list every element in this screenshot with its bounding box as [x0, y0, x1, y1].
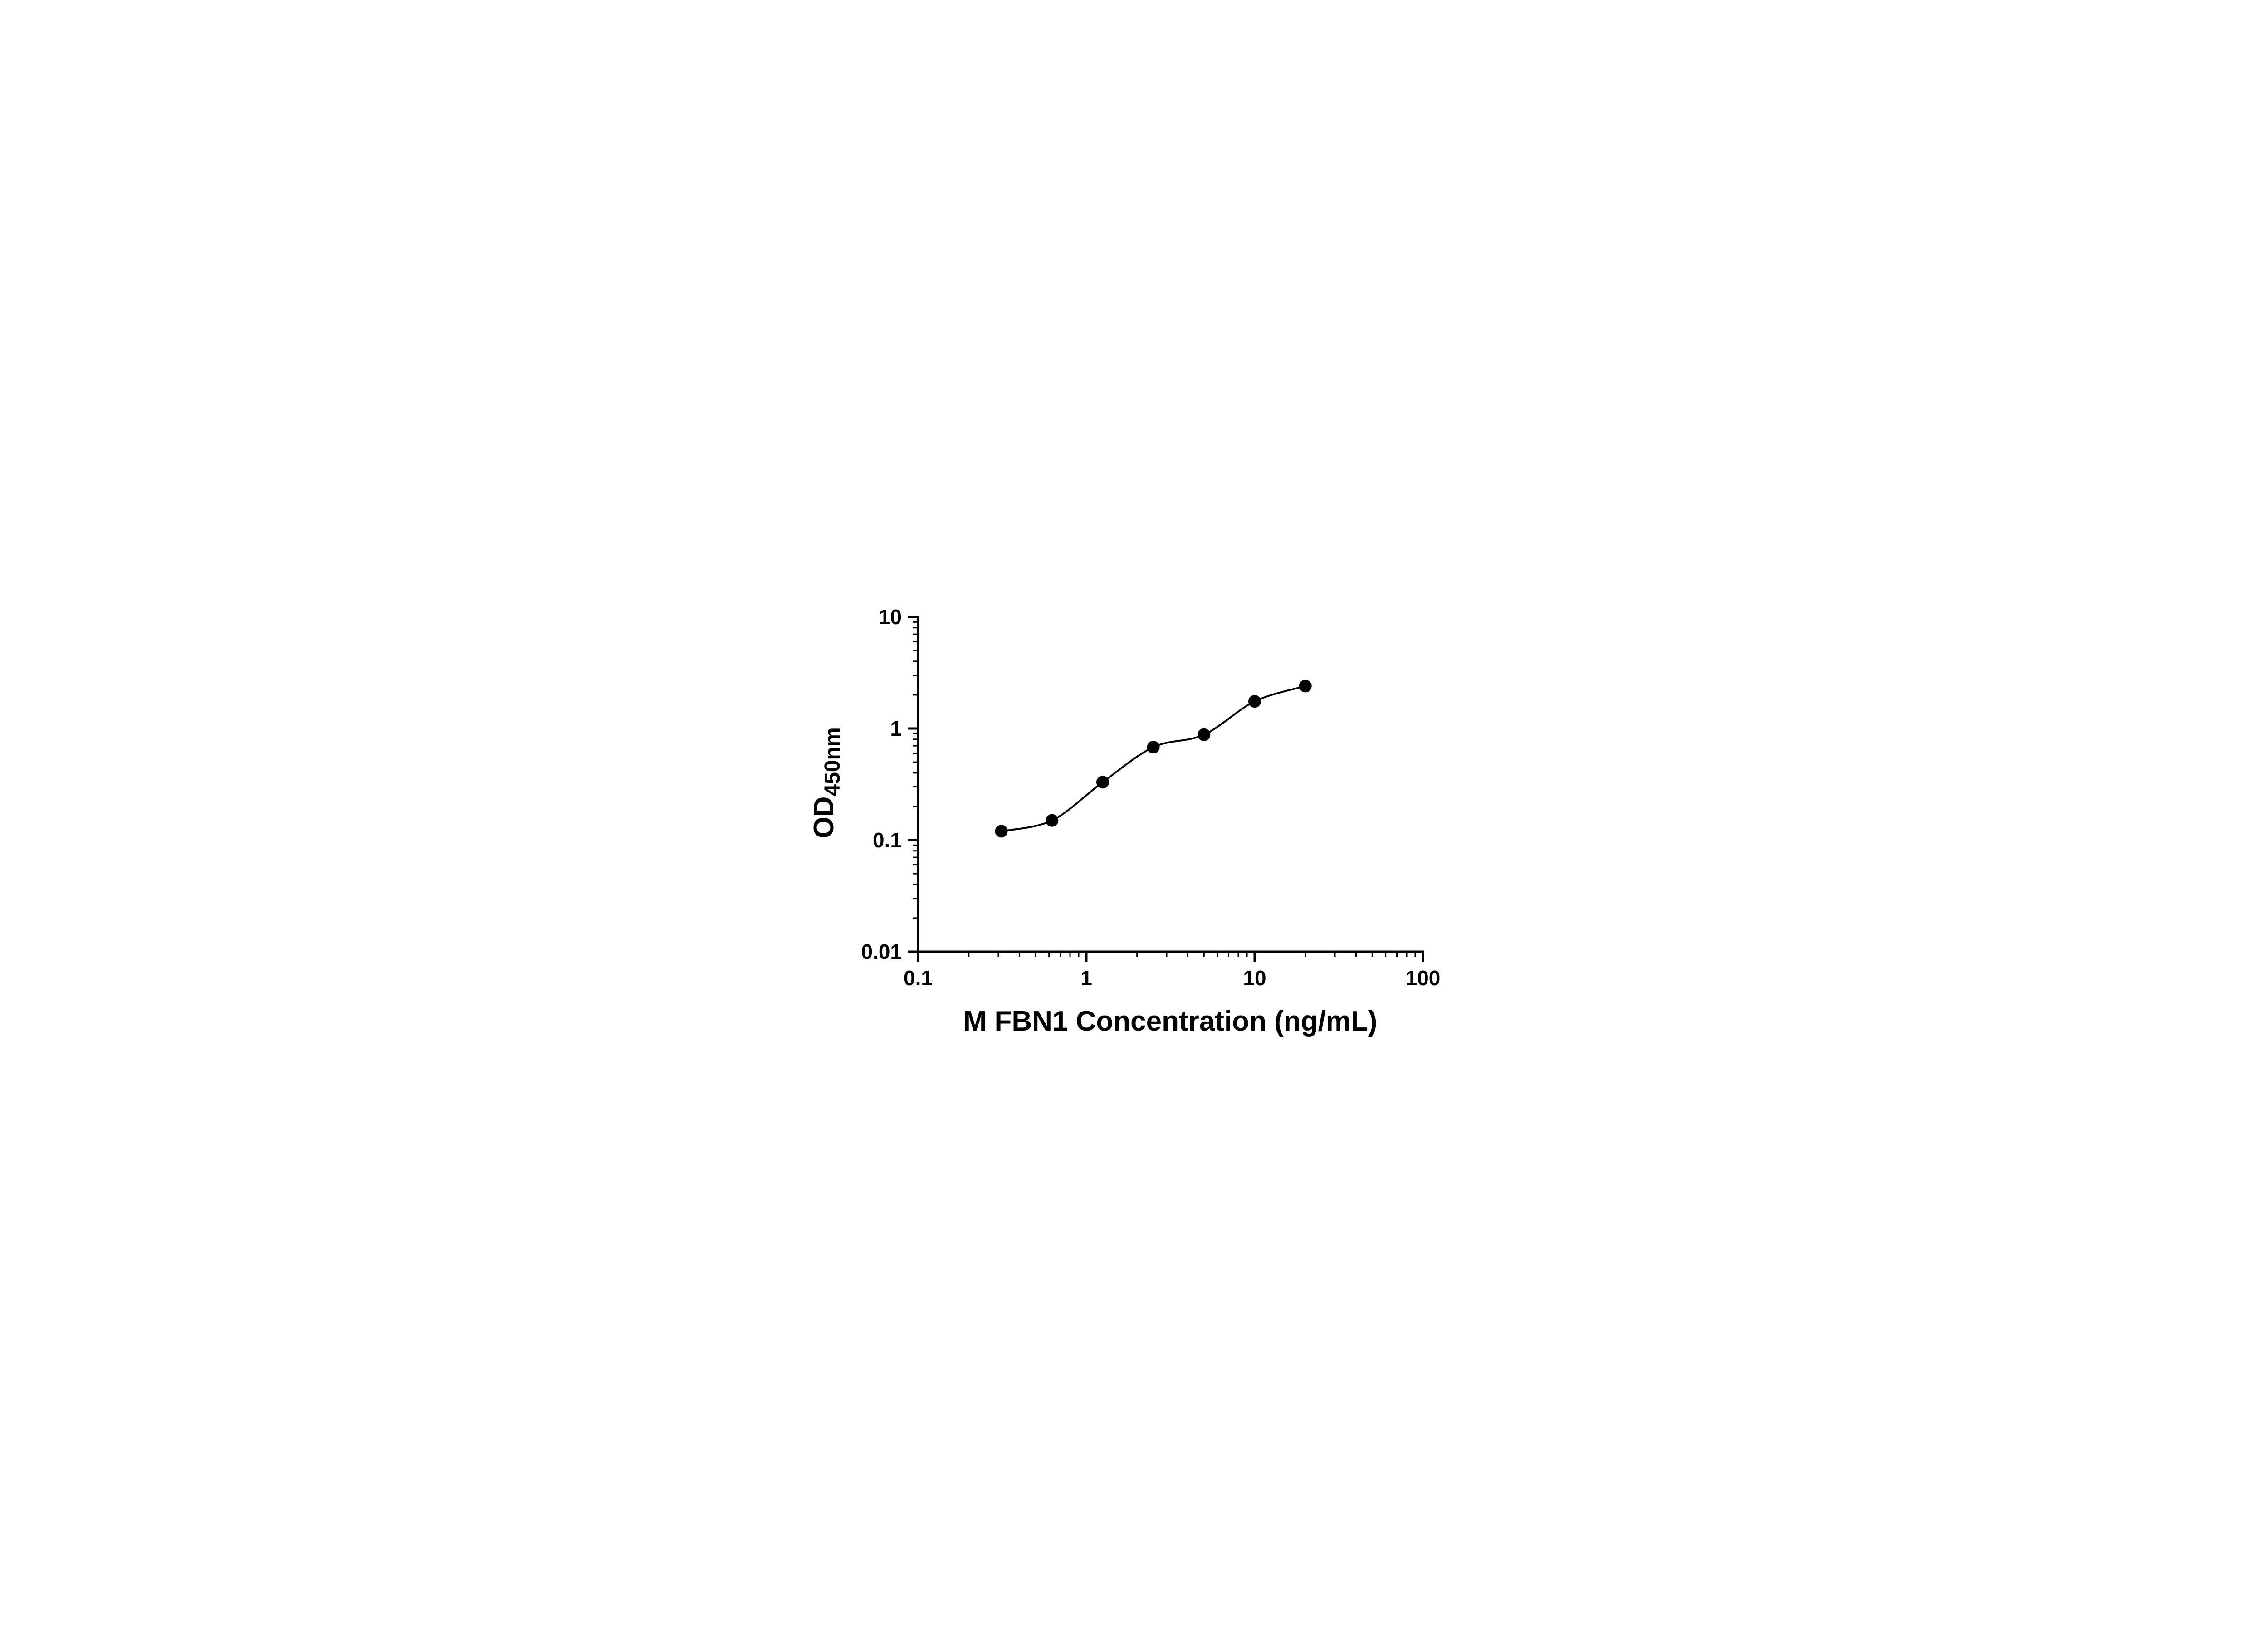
- elisa-standard-curve-figure: 0.1 1 10 100 0.01 0.1 1 10 M FBN1 Concentration…: [784, 572, 1484, 1061]
- y-axis-title-subscript: 450nm: [821, 727, 845, 796]
- y-tick-label: 0.01: [861, 940, 902, 963]
- data-point: [1198, 728, 1211, 741]
- ticks-layer: [908, 616, 1424, 962]
- x-tick-label: 10: [1243, 966, 1266, 990]
- data-point: [1299, 680, 1312, 693]
- x-axis-title: M FBN1 Concentration (ng/mL): [963, 1006, 1378, 1037]
- data-point: [995, 825, 1008, 838]
- axis-lines: [917, 616, 1424, 953]
- fit-curve: [1001, 685, 1306, 832]
- y-tick-label: 10: [879, 605, 902, 629]
- y-axis-title: OD450nm: [808, 727, 845, 838]
- y-axis-title-main: OD: [808, 797, 840, 839]
- data-point: [1046, 814, 1059, 827]
- data-point: [1248, 695, 1261, 708]
- data-point: [1096, 776, 1109, 789]
- y-tick-label: 0.1: [873, 828, 902, 852]
- x-tick-label: 0.1: [904, 966, 933, 990]
- axes-layer: [917, 616, 1424, 953]
- series-layer: [995, 680, 1312, 838]
- x-tick-label: 1: [1080, 966, 1092, 990]
- x-tick-label: 100: [1406, 966, 1441, 990]
- data-point: [1147, 741, 1160, 754]
- y-tick-label: 1: [890, 717, 902, 740]
